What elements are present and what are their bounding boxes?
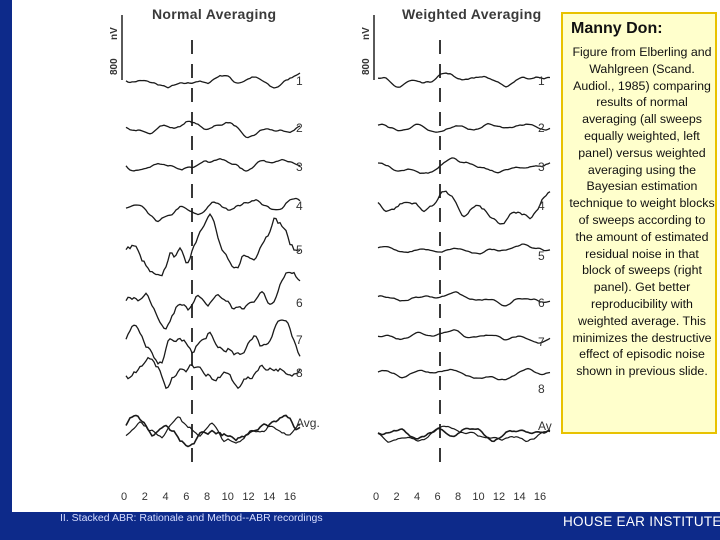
right-x-tick-label: 8 xyxy=(455,491,461,503)
right-unit-label: nV xyxy=(361,27,372,40)
left-trace-label: 6 xyxy=(296,296,303,310)
footer-institute: HOUSE EAR INSTITUTE xyxy=(563,514,720,529)
left-trace-5 xyxy=(125,213,301,277)
right-trace-label: 3 xyxy=(538,160,545,174)
left-trace-7 xyxy=(125,319,301,365)
right-trace-4 xyxy=(377,190,551,225)
left-trace-9 xyxy=(125,414,301,448)
right-x-tick-label: 14 xyxy=(513,491,525,503)
right-x-tick-label: 12 xyxy=(493,491,505,503)
left-trace-label: 4 xyxy=(296,199,303,213)
left-x-tick-label: 14 xyxy=(263,491,275,503)
right-trace-label: 1 xyxy=(538,74,545,88)
right-trace-6 xyxy=(377,291,551,307)
left-trace-1 xyxy=(125,72,301,89)
left-x-tick-label: 16 xyxy=(284,491,296,503)
right-x-tick-label: 4 xyxy=(414,491,420,503)
left-x-tick-label: 6 xyxy=(183,491,189,503)
right-trace-label: 2 xyxy=(538,121,545,135)
left-trace-label: 2 xyxy=(296,121,303,135)
right-x-tick-label: 16 xyxy=(534,491,546,503)
left-x-tick-label: 0 xyxy=(121,491,127,503)
right-trace-5 xyxy=(377,243,551,255)
left-trace-label: 3 xyxy=(296,160,303,174)
right-trace-avg-overlay xyxy=(377,425,551,443)
speaker-note-box: Manny Don: Figure from Elberling and Wah… xyxy=(561,12,717,434)
right-trace-label: 6 xyxy=(538,296,545,310)
right-trace-label: 4 xyxy=(538,199,545,213)
right-x-tick-label: 0 xyxy=(373,491,379,503)
right-trace-label: 5 xyxy=(538,249,545,263)
left-trace-label: Avg. xyxy=(296,416,320,430)
right-trace-1 xyxy=(377,72,551,88)
left-x-tick-label: 4 xyxy=(162,491,168,503)
note-body: Figure from Elberling and Wahlgreen (Sca… xyxy=(569,45,715,379)
footer-section-title: II. Stacked ABR: Rationale and Method--A… xyxy=(60,512,323,524)
left-trace-2 xyxy=(125,120,301,139)
right-trace-2 xyxy=(377,122,551,133)
left-trace-3 xyxy=(125,158,301,172)
left-trace-label: 7 xyxy=(296,333,303,347)
left-trace-6 xyxy=(125,271,301,330)
right-x-tick-label: 2 xyxy=(393,491,399,503)
right-x-tick-label: 6 xyxy=(434,491,440,503)
right-trace-label: Av xyxy=(538,419,552,433)
right-trace-label: 7 xyxy=(538,335,545,349)
left-x-tick-label: 8 xyxy=(204,491,210,503)
left-scale-label: 800 xyxy=(109,58,120,75)
left-trace-label: 5 xyxy=(296,243,303,257)
right-trace-7 xyxy=(377,329,551,344)
left-trace-label: 8 xyxy=(296,366,303,380)
left-trace-avg-overlay xyxy=(125,416,301,444)
left-x-tick-label: 12 xyxy=(242,491,254,503)
left-panel-title: Normal Averaging xyxy=(152,6,277,22)
right-x-tick-label: 10 xyxy=(472,491,484,503)
left-x-tick-label: 2 xyxy=(142,491,148,503)
right-panel-title: Weighted Averaging xyxy=(402,6,542,22)
right-trace-label: 8 xyxy=(538,382,545,396)
right-trace-9 xyxy=(377,427,551,443)
right-scale-label: 800 xyxy=(361,58,372,75)
left-trace-label: 1 xyxy=(296,74,303,88)
left-trace-8 xyxy=(125,356,301,390)
right-trace-8 xyxy=(377,367,551,381)
left-trace-4 xyxy=(125,197,301,223)
left-unit-label: nV xyxy=(109,27,120,40)
right-trace-3 xyxy=(377,157,551,174)
left-x-tick-label: 10 xyxy=(222,491,234,503)
note-title: Manny Don: xyxy=(571,20,663,37)
